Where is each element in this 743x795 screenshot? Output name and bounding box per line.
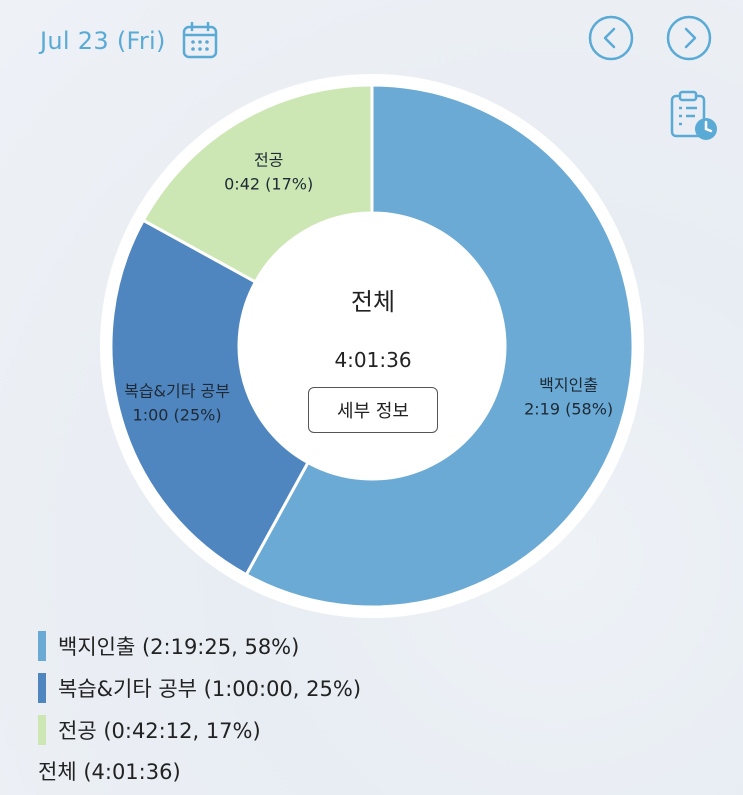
slice-label: 복습&기타 공부 (124, 382, 230, 401)
donut-hole (240, 214, 504, 478)
center-title: 전체 (350, 288, 396, 316)
donut-slice[interactable] (244, 83, 635, 609)
slice-value-label: 2:19 (58%) (524, 399, 613, 418)
clipboard-clock-icon[interactable] (668, 90, 720, 142)
slice-label: 전공 (254, 150, 283, 169)
legend-swatch (38, 673, 46, 703)
legend-label: 백지인출 (2:19:25, 58%) (58, 635, 300, 659)
legend: 백지인출 (2:19:25, 58%) 복습&기타 공부 (1:00:00, 2… (38, 625, 361, 791)
legend-swatch (38, 715, 46, 745)
legend-item: 백지인출 (2:19:25, 58%) (38, 625, 361, 667)
slice-value-label: 1:00 (25%) (133, 406, 222, 425)
donut-chart: 백지인출 2:19 (58%) 복습&기타 공부 1:00 (25%) 전공 0:42 (… (109, 83, 635, 609)
detail-button[interactable]: 세부 정보 (308, 387, 438, 433)
chevron-right-icon[interactable] (666, 15, 712, 61)
legend-label: 전공 (0:42:12, 17%) (58, 719, 261, 743)
legend-total: 전체 (4:01:36) (38, 760, 181, 784)
donut-slice[interactable] (141, 83, 374, 284)
donut-slice[interactable] (109, 218, 310, 577)
center-total: 4:01:36 (334, 348, 412, 372)
slice-label: 백지인출 (539, 375, 598, 394)
legend-swatch (38, 631, 46, 661)
chevron-left-icon[interactable] (588, 15, 634, 61)
slice-value-label: 0:42 (17%) (224, 174, 313, 193)
date-selector[interactable]: Jul 23 (Fri) (40, 22, 218, 60)
legend-item: 복습&기타 공부 (1:00:00, 25%) (38, 667, 361, 709)
date-label[interactable]: Jul 23 (Fri) (40, 27, 166, 55)
calendar-icon[interactable] (182, 22, 218, 60)
legend-label: 복습&기타 공부 (1:00:00, 25%) (58, 677, 362, 701)
legend-item: 전공 (0:42:12, 17%) (38, 709, 361, 751)
